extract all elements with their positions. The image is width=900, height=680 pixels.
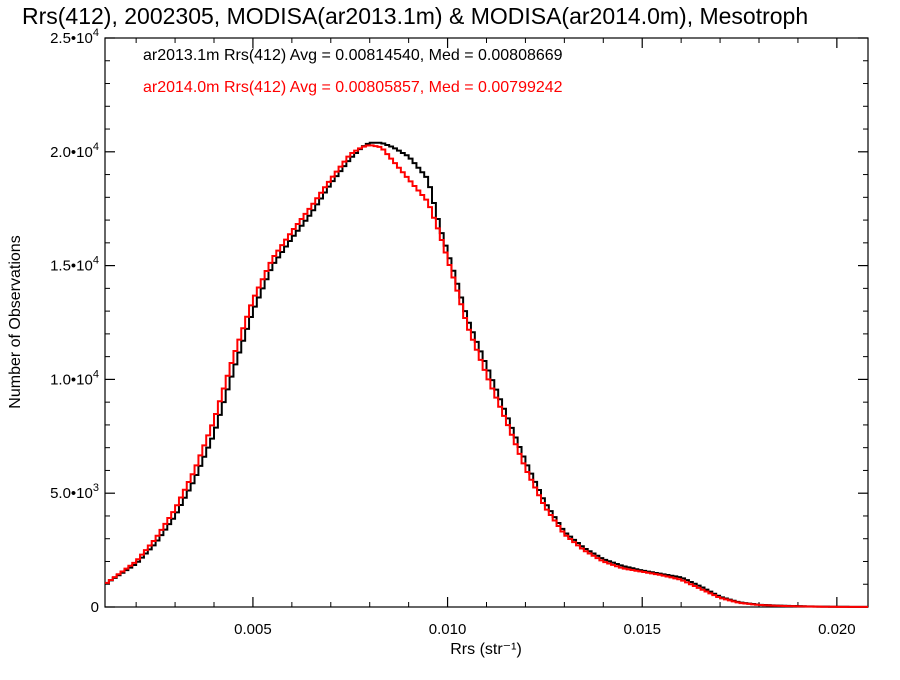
x-tick-label: 0.010 (429, 621, 467, 638)
x-tick-label: 0.015 (623, 621, 661, 638)
chart-title: Rrs(412), 2002305, MODISA(ar2013.1m) & M… (22, 3, 808, 29)
y-tick-label: 2.0•104 (50, 141, 99, 161)
plot-frame (104, 37, 869, 608)
x-axis-label: Rrs (str⁻¹) (450, 641, 522, 658)
x-axis-ticks: 0.005 0.010 0.015 0.020 (135, 38, 856, 638)
y-tick-label: 1.5•104 (50, 255, 99, 275)
y-axis-label: Number of Observations (7, 235, 24, 408)
y-tick-label: 2.5•104 (50, 27, 99, 47)
y-tick-label: 0 (91, 599, 99, 616)
legend-entry-1: ar2014.0m Rrs(412) Avg = 0.00805857, Med… (143, 79, 563, 96)
y-axis-ticks: 0 5.0•103 1.0•104 1.5•104 2.0•104 2.5•104 (50, 27, 868, 616)
y-tick-label: 5.0•103 (50, 482, 99, 502)
legend-entry-0: ar2013.1m Rrs(412) Avg = 0.00814540, Med… (143, 47, 563, 64)
y-tick-label: 1.0•104 (50, 368, 99, 388)
series-line-1 (105, 144, 868, 608)
x-tick-label: 0.020 (818, 621, 856, 638)
x-tick-label: 0.005 (234, 621, 272, 638)
series-layer (105, 141, 868, 608)
